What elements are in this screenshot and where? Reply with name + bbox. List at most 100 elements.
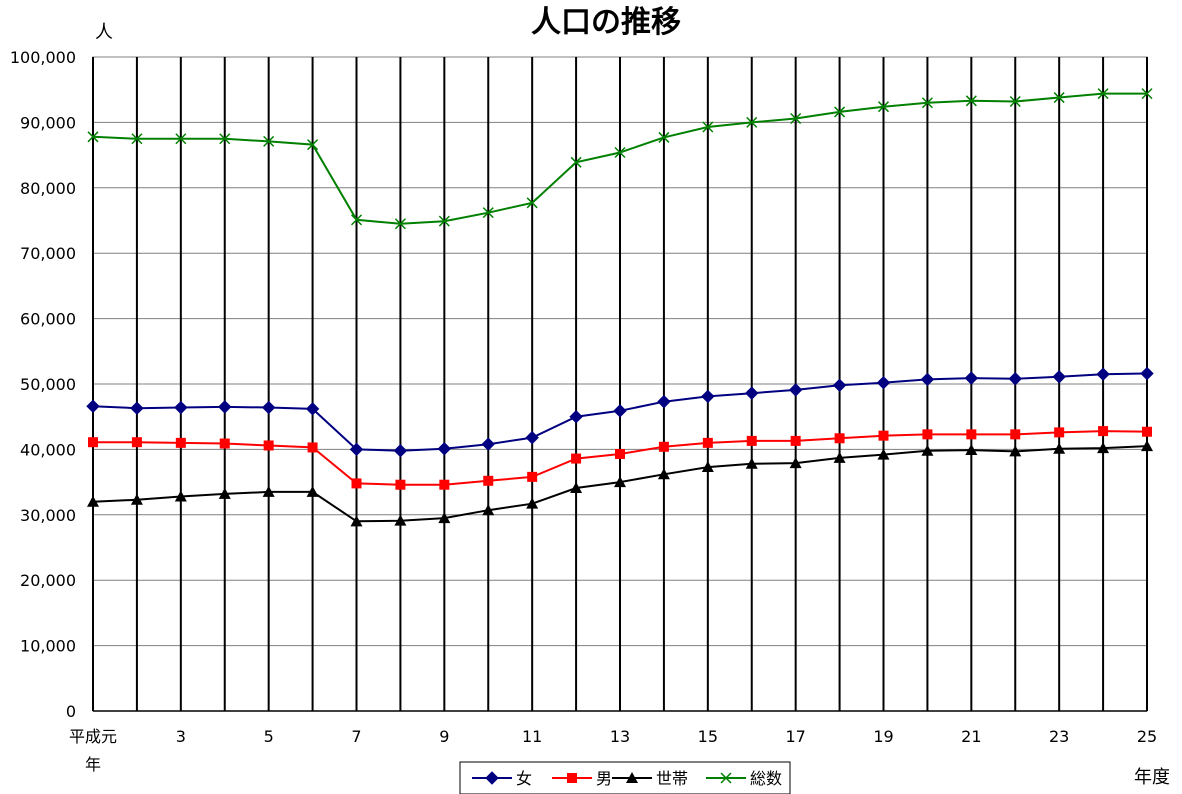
marker-diamond — [305, 402, 320, 416]
marker-triangle — [482, 504, 495, 516]
marker-x-stroke — [614, 146, 626, 159]
marker-square — [395, 479, 406, 490]
x-tick-label: 5 — [264, 727, 274, 746]
marker-diamond — [437, 442, 452, 456]
legend-item: 世帯 — [612, 769, 688, 788]
marker-x-stroke — [877, 101, 890, 113]
marker-x — [1097, 88, 1109, 100]
marker-x-stroke — [921, 97, 933, 109]
series-0 — [86, 366, 1154, 458]
marker-x — [658, 131, 670, 143]
marker-x-stroke — [263, 135, 275, 147]
marker-x — [877, 101, 890, 113]
legend-label: 男 — [596, 769, 612, 788]
marker-triangle — [789, 457, 802, 469]
marker-x — [482, 207, 494, 219]
marker-x — [307, 139, 319, 151]
marker-square — [615, 448, 625, 459]
marker-triangle — [614, 476, 626, 488]
marker-diamond — [481, 437, 495, 451]
marker-square — [878, 430, 889, 441]
marker-diamond — [1052, 370, 1066, 384]
marker-x-stroke — [746, 116, 758, 128]
marker-x-stroke — [702, 121, 714, 133]
marker-square — [1142, 426, 1152, 437]
marker-x — [526, 197, 538, 209]
marker-diamond — [788, 383, 803, 397]
marker-triangle — [87, 495, 99, 507]
marker-square — [219, 438, 230, 449]
marker-square — [351, 478, 362, 489]
grid-lines — [92, 56, 1148, 712]
marker-square — [790, 435, 801, 446]
marker-square — [1054, 427, 1065, 438]
marker-x-stroke — [307, 139, 319, 151]
marker-square — [88, 437, 98, 448]
marker-triangle — [701, 461, 714, 473]
x-tick-label: 11 — [522, 727, 542, 746]
marker-triangle — [626, 772, 638, 783]
marker-x-stroke — [790, 112, 802, 125]
marker-triangle — [877, 448, 890, 460]
marker-triangle — [833, 451, 846, 463]
marker-triangle — [262, 485, 275, 497]
marker-diamond — [657, 394, 671, 409]
legend-label: 女 — [516, 769, 532, 788]
x-tick-label: 25 — [1137, 727, 1157, 746]
marker-x-stroke — [175, 133, 187, 145]
marker-diamond — [393, 444, 408, 458]
y-tick-label: 100,000 — [10, 48, 76, 67]
marker-square — [702, 437, 713, 448]
marker-x — [438, 215, 450, 227]
y-tick-label: 70,000 — [20, 244, 76, 263]
marker-diamond — [876, 375, 891, 390]
series-1 — [88, 426, 1152, 490]
marker-diamond — [832, 378, 847, 393]
marker-diamond — [1008, 372, 1022, 386]
marker-x-stroke — [570, 156, 582, 168]
marker-x — [219, 133, 231, 145]
marker-x-stroke — [1053, 92, 1065, 104]
marker-x — [965, 95, 977, 107]
marker-x-stroke — [350, 214, 363, 226]
marker-x — [614, 146, 626, 159]
marker-diamond — [745, 386, 759, 400]
marker-triangle — [965, 444, 978, 456]
marker-diamond — [130, 401, 144, 415]
legend-item: 男 — [552, 769, 612, 788]
marker-square — [307, 442, 318, 453]
legend: 女 男 世帯 総数 — [459, 761, 791, 794]
marker-x-stroke — [965, 95, 977, 107]
marker-triangle — [130, 493, 143, 505]
y-tick-label: 90,000 — [20, 113, 76, 132]
marker-diamond — [349, 442, 364, 457]
marker-x-stroke — [1097, 88, 1109, 100]
marker-x — [834, 106, 846, 118]
marker-triangle — [526, 497, 539, 509]
y-axis-unit-label: 人 — [95, 22, 113, 43]
marker-square — [263, 440, 274, 451]
marker-x — [790, 112, 802, 125]
marker-square — [571, 453, 582, 464]
legend-item: 女 — [472, 769, 532, 788]
y-tick-label: 10,000 — [20, 637, 76, 656]
marker-x-stroke — [87, 131, 99, 143]
x-tick-label: 21 — [961, 727, 981, 746]
marker-square — [131, 437, 142, 448]
marker-x — [394, 218, 406, 230]
x-tick-label: 17 — [785, 727, 805, 746]
marker-square — [658, 441, 669, 452]
marker-triangle — [921, 444, 934, 456]
marker-x — [87, 131, 99, 143]
marker-diamond — [613, 404, 627, 418]
marker-triangle — [394, 514, 407, 526]
marker-x-stroke — [394, 218, 406, 230]
marker-diamond — [964, 371, 979, 385]
marker-x — [570, 156, 582, 168]
data-series — [86, 88, 1154, 527]
marker-diamond — [701, 389, 715, 404]
series-3 — [87, 88, 1153, 230]
marker-diamond — [569, 409, 583, 424]
legend-item: 総数 — [706, 769, 782, 788]
